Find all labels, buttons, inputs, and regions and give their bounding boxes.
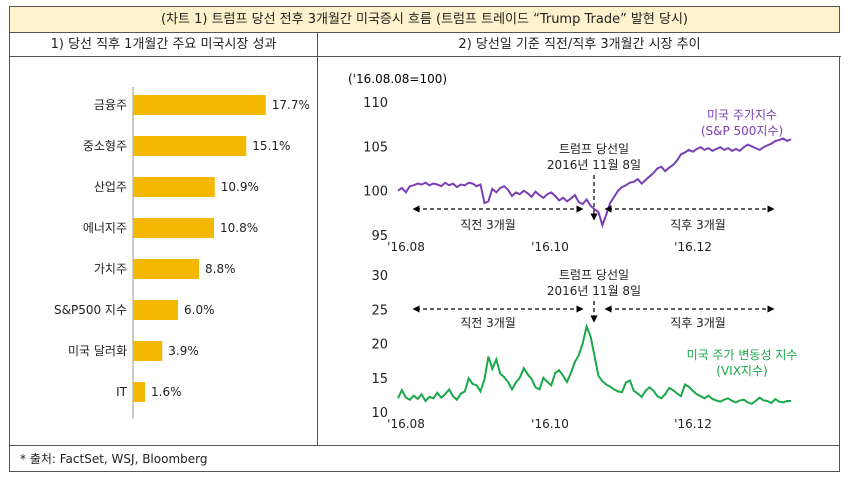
- y-tick-label: 20: [371, 338, 388, 353]
- bar-value-label: 10.8%: [220, 221, 258, 235]
- bar-category-label: 미국 달러화: [68, 344, 127, 358]
- left-panel-title: 1) 당선 직후 1개월간 주요 미국시장 성과: [10, 33, 317, 57]
- after-period-label: 직후 3개월: [670, 218, 726, 232]
- sp500-line: [397, 137, 792, 229]
- bar-value-label: 3.9%: [168, 344, 199, 358]
- chart-frame: (차트 1) 트럼프 당선 전후 3개월간 미국증시 흐름 (트럼프 트레이드 …: [9, 6, 841, 473]
- bar-value-label: 17.7%: [272, 98, 310, 112]
- bar-category-label: IT: [116, 385, 128, 399]
- event-date-label: 2016년 11월 8일: [547, 284, 641, 298]
- bar-value-label: 8.8%: [205, 262, 236, 276]
- panel-divider: [317, 33, 318, 445]
- series-sublabel: (VIX지수): [716, 364, 767, 378]
- bar-value-label: 1.6%: [151, 385, 182, 399]
- event-label: 트럼프 당선일: [559, 268, 629, 282]
- vix-line: [397, 323, 791, 405]
- before-period-label: 직전 3개월: [460, 218, 516, 232]
- y-tick-label: 95: [371, 229, 388, 244]
- y-tick-label: 25: [371, 303, 388, 318]
- bar-value-label: 15.1%: [252, 139, 290, 153]
- series-label: 미국 주가지수: [707, 108, 777, 122]
- x-tick-label: '16.12: [674, 417, 712, 431]
- bar: [133, 382, 145, 402]
- event-date-label: 2016년 11월 8일: [547, 158, 641, 172]
- x-tick-label: '16.08: [387, 417, 425, 431]
- x-tick-label: '16.08: [387, 240, 425, 254]
- source-note: * 출처: FactSet, WSJ, Bloomberg: [10, 445, 839, 473]
- right-panel-title: 2) 당선일 기준 직전/직후 3개월간 시장 추이: [318, 33, 841, 57]
- x-tick-label: '16.12: [674, 240, 712, 254]
- bar: [133, 259, 199, 279]
- y-tick-label: 15: [371, 372, 388, 387]
- bar: [133, 95, 266, 115]
- y-tick-label: 10: [371, 406, 388, 421]
- bar: [133, 136, 247, 156]
- figure-title: (차트 1) 트럼프 당선 전후 3개월간 미국증시 흐름 (트럼프 트레이드 …: [10, 7, 839, 33]
- bar: [133, 218, 214, 238]
- y-tick-label: 100: [363, 185, 388, 200]
- bar-category-label: 금융주: [94, 98, 127, 112]
- bar-chart: 금융주 17.7% 중소형주 15.1% 산업주 10.9% 에너지주 10.8% 가치주 8.8…: [54, 87, 310, 419]
- y-tick-label: 30: [371, 269, 388, 284]
- x-tick-label: '16.10: [531, 417, 569, 431]
- bar: [133, 341, 163, 361]
- bar: [133, 177, 215, 197]
- after-period-label: 직후 3개월: [670, 316, 726, 330]
- bar-value-label: 6.0%: [184, 303, 215, 317]
- series-label: 미국 주가 변동성 지수: [687, 348, 798, 362]
- y-tick-label: 105: [363, 140, 388, 155]
- bar-category-label: 산업주: [94, 180, 127, 194]
- bar: [133, 300, 178, 320]
- y-tick-label: 110: [363, 96, 388, 111]
- event-label: 트럼프 당선일: [559, 142, 629, 156]
- x-tick-label: '16.10: [531, 240, 569, 254]
- bar-category-label: 가치주: [94, 262, 127, 276]
- series-sublabel: (S&P 500지수): [701, 124, 783, 138]
- index-base-note: ('16.08.08=100): [348, 72, 447, 86]
- bar-value-label: 10.9%: [221, 180, 259, 194]
- before-period-label: 직전 3개월: [460, 316, 516, 330]
- bar-category-label: S&P500 지수: [54, 303, 127, 317]
- bar-category-label: 중소형주: [83, 139, 127, 153]
- bar-category-label: 에너지주: [83, 221, 127, 235]
